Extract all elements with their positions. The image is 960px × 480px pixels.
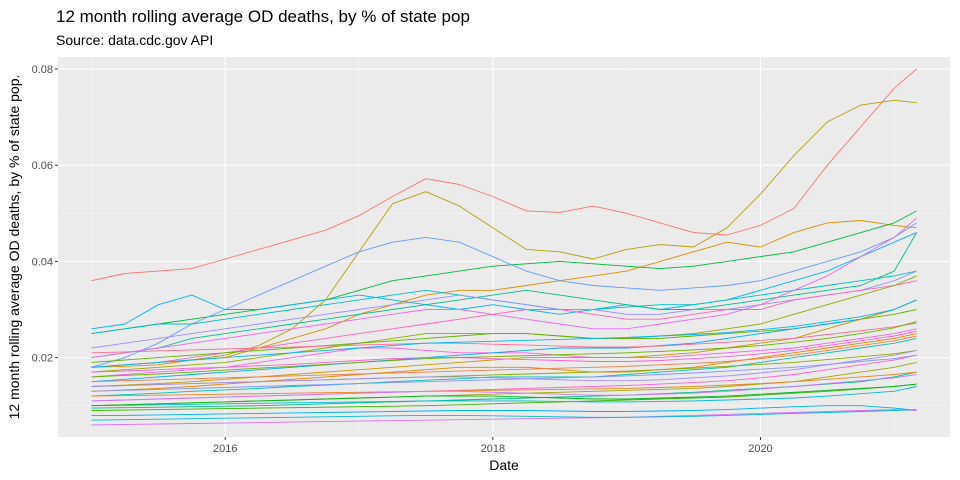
series-line-15 <box>91 299 917 383</box>
x-axis-title: Date <box>489 457 519 473</box>
y-tick-label: 0.02 <box>32 353 53 365</box>
y-tick-label: 0.04 <box>32 256 53 268</box>
series-line-37 <box>91 374 917 402</box>
series-line-34 <box>91 321 917 378</box>
series-line-1 <box>91 68 917 282</box>
series-line-27 <box>91 386 917 407</box>
series-lines <box>91 68 917 426</box>
series-line-35 <box>91 335 917 383</box>
axes: 0.02 0.04 0.06 0.08 2016 2018 2020 <box>32 64 773 455</box>
series-line-25 <box>91 322 917 354</box>
series-line-3 <box>91 220 917 368</box>
series-line-8 <box>91 232 917 359</box>
series-line-36 <box>91 409 917 421</box>
series-line-29 <box>91 371 917 397</box>
y-axis-title: 12 month rolling average OD deaths, by %… <box>6 75 22 420</box>
series-line-10 <box>91 217 917 359</box>
series-line-6 <box>91 232 917 330</box>
y-tick-label: 0.06 <box>32 160 53 172</box>
series-line-5 <box>91 222 917 368</box>
series-line-14 <box>91 328 917 378</box>
series-line-33 <box>91 299 917 368</box>
series-line-22 <box>91 383 917 411</box>
series-line-24 <box>91 409 917 426</box>
series-line-4 <box>91 210 917 335</box>
series-line-17 <box>91 333 917 392</box>
chart-title: 12 month rolling average OD deaths, by %… <box>56 7 470 26</box>
series-line-23 <box>91 405 917 416</box>
x-tick-label: 2020 <box>748 443 772 455</box>
series-line-28 <box>91 354 917 392</box>
x-tick-label: 2016 <box>213 443 237 455</box>
series-line-2 <box>91 99 917 368</box>
series-line-32 <box>91 330 917 373</box>
x-tick-label: 2018 <box>481 443 505 455</box>
series-line-31 <box>91 349 917 387</box>
series-line-30 <box>91 383 917 407</box>
grid-lines <box>58 57 950 437</box>
series-line-18 <box>91 337 917 397</box>
chart-subtitle: Source: data.cdc.gov API <box>56 32 214 48</box>
y-tick-label: 0.08 <box>32 64 53 76</box>
series-line-9 <box>91 270 917 349</box>
